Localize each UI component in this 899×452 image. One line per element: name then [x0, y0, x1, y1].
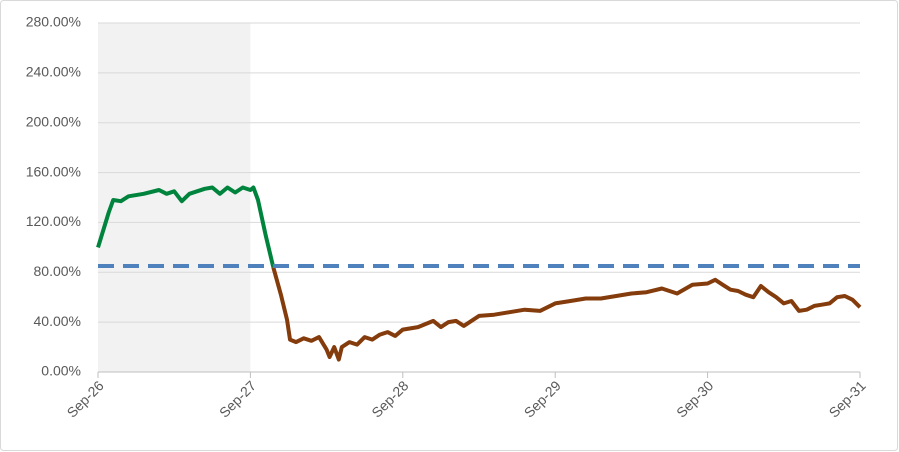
shaded-region [98, 23, 251, 372]
y-tick-label: 160.00% [26, 163, 81, 179]
data-line [271, 266, 862, 362]
y-tick-label: 280.00% [26, 14, 81, 30]
y-tick-label: 120.00% [26, 213, 81, 229]
y-tick-label: 200.00% [26, 113, 81, 129]
data-line [96, 185, 276, 268]
y-tick-label: 40.00% [34, 313, 81, 329]
y-tick-label: 0.00% [41, 363, 81, 379]
y-tick-label: 80.00% [34, 263, 81, 279]
y-tick-label: 240.00% [26, 64, 81, 80]
